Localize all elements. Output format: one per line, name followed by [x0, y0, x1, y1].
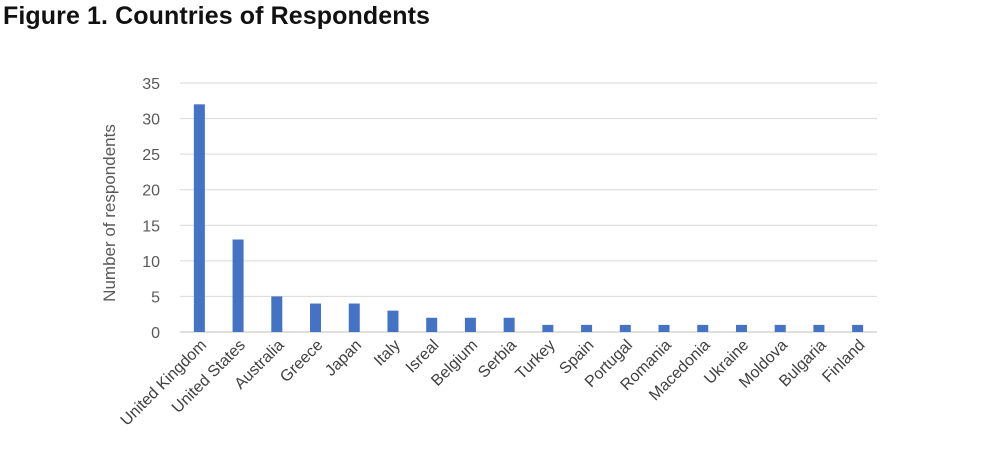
bar-finland [852, 324, 864, 332]
x-tick-label: Greece [277, 337, 326, 386]
gridlines [180, 82, 877, 333]
bar-spain [581, 324, 593, 332]
y-tick-label: 25 [142, 147, 160, 164]
bar-australia [271, 296, 283, 332]
bar-united-states [232, 239, 244, 332]
y-tick-label: 20 [142, 183, 160, 200]
bar-turkey [542, 324, 554, 332]
y-tick-label: 5 [151, 289, 160, 306]
bar-ukraine [735, 324, 747, 332]
x-tick-label: Finland [819, 337, 868, 386]
bar-italy [387, 310, 399, 332]
figure-title: Figure 1. Countries of Respondents [3, 2, 431, 30]
bar-moldova [774, 324, 786, 332]
y-tick-label: 15 [142, 218, 160, 235]
bar-portugal [619, 324, 631, 332]
bar-greece [310, 303, 322, 332]
x-tick-label: Italy [371, 337, 404, 370]
bars [193, 104, 864, 332]
x-tick-label: Japan [322, 337, 365, 380]
bar-belgium [464, 317, 476, 332]
bar-japan [348, 303, 360, 332]
y-tick-label: 10 [142, 254, 160, 271]
bar-united-kingdom [193, 104, 205, 332]
x-tick-label: Serbia [475, 337, 520, 382]
x-tick-label: Turkey [513, 337, 559, 383]
y-tick-label: 35 [142, 76, 160, 93]
y-axis-ticks: 0 5 10 15 20 25 30 35 [142, 76, 160, 342]
bar-romania [658, 324, 670, 332]
bar-macedonia [697, 324, 709, 332]
y-tick-label: 0 [151, 325, 160, 342]
y-tick-label: 30 [142, 112, 160, 129]
y-axis-label: Number of respondents [100, 124, 119, 302]
bar-serbia [503, 317, 515, 332]
bar-isreal [426, 317, 438, 332]
bar-bulgaria [813, 324, 825, 332]
